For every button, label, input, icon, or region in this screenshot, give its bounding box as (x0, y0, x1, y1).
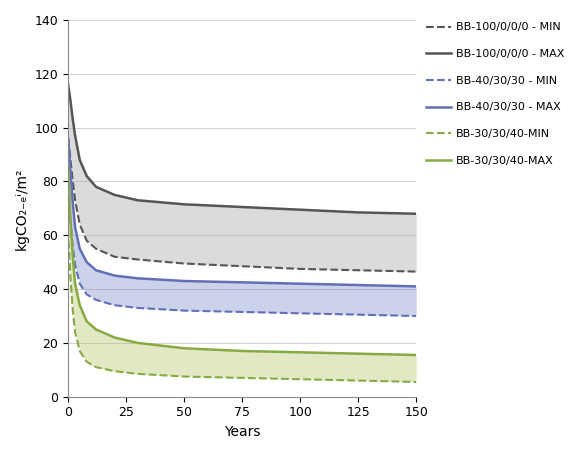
BB-100/0/0/0 - MIN (180, 261, 187, 266)
BB-100/0/0/0 - MAX (180, 202, 187, 207)
BB-40/30/30 - MIN (354, 312, 361, 317)
BB-30/30/40-MIN (72, 330, 79, 335)
BB-40/30/30 - MIN (69, 243, 77, 249)
BB-40/30/30 - MIN (65, 192, 72, 197)
BB-100/0/0/0 - MIN (413, 269, 420, 274)
X-axis label: Years: Years (224, 425, 260, 439)
Line: BB-40/30/30 - MIN: BB-40/30/30 - MIN (68, 195, 416, 316)
BB-30/30/40-MIN (354, 378, 361, 383)
BB-100/0/0/0 - MAX (354, 210, 361, 215)
BB-100/0/0/0 - MIN (65, 136, 72, 141)
BB-30/30/40-MIN (180, 374, 187, 379)
BB-100/0/0/0 - MAX (239, 204, 246, 210)
BB-30/30/40-MAX (180, 345, 187, 351)
BB-100/0/0/0 - MAX (69, 117, 77, 122)
BB-40/30/30 - MAX (69, 200, 77, 206)
BB-30/30/40-MIN (413, 379, 420, 385)
BB-100/0/0/0 - MAX (134, 197, 141, 203)
BB-30/30/40-MAX (239, 348, 246, 354)
BB-40/30/30 - MIN (413, 313, 420, 319)
BB-30/30/40-MIN (111, 369, 118, 374)
BB-100/0/0/0 - MIN (77, 222, 84, 227)
Line: BB-100/0/0/0 - MAX: BB-100/0/0/0 - MAX (68, 84, 416, 214)
BB-40/30/30 - MAX (72, 224, 79, 230)
BB-30/30/40-MIN (134, 371, 141, 376)
BB-30/30/40-MAX (72, 281, 79, 286)
BB-30/30/40-MIN (65, 227, 72, 232)
Legend: BB-100/0/0/0 - MIN, , BB-100/0/0/0 - MAX, , BB-40/30/30 - MIN, , BB-40/30/30 - M: BB-100/0/0/0 - MIN, , BB-100/0/0/0 - MAX… (422, 18, 569, 170)
BB-30/30/40-MIN (67, 276, 74, 281)
BB-30/30/40-MAX (297, 350, 304, 355)
Line: BB-40/30/30 - MAX: BB-40/30/30 - MAX (68, 138, 416, 286)
BB-30/30/40-MIN (69, 308, 77, 313)
BB-40/30/30 - MIN (77, 281, 84, 286)
BB-40/30/30 - MAX (413, 284, 420, 289)
BB-100/0/0/0 - MAX (72, 133, 79, 138)
BB-100/0/0/0 - MAX (83, 173, 90, 179)
Line: BB-30/30/40-MAX: BB-30/30/40-MAX (68, 165, 416, 355)
BB-40/30/30 - MAX (65, 136, 72, 141)
BB-100/0/0/0 - MIN (134, 257, 141, 262)
BB-100/0/0/0 - MAX (65, 82, 72, 87)
Y-axis label: kgCO₂₋ₑⁱ/m²: kgCO₂₋ₑⁱ/m² (15, 167, 29, 250)
BB-100/0/0/0 - MIN (69, 179, 77, 184)
BB-30/30/40-MIN (77, 348, 84, 354)
BB-40/30/30 - MIN (72, 262, 79, 267)
BB-30/30/40-MAX (354, 351, 361, 356)
BB-100/0/0/0 - MIN (111, 254, 118, 260)
Line: BB-30/30/40-MIN: BB-30/30/40-MIN (68, 230, 416, 382)
BB-100/0/0/0 - MAX (77, 157, 84, 163)
BB-30/30/40-MAX (92, 327, 99, 332)
BB-100/0/0/0 - MIN (239, 263, 246, 269)
BB-40/30/30 - MIN (239, 309, 246, 315)
BB-40/30/30 - MAX (354, 282, 361, 288)
BB-40/30/30 - MAX (239, 280, 246, 285)
BB-30/30/40-MIN (239, 375, 246, 380)
Line: BB-100/0/0/0 - MIN: BB-100/0/0/0 - MIN (68, 138, 416, 271)
BB-40/30/30 - MIN (297, 311, 304, 316)
BB-100/0/0/0 - MAX (297, 207, 304, 212)
BB-30/30/40-MAX (67, 217, 74, 222)
BB-100/0/0/0 - MAX (67, 98, 74, 104)
BB-100/0/0/0 - MAX (111, 192, 118, 197)
BB-30/30/40-MAX (134, 340, 141, 345)
BB-40/30/30 - MIN (111, 302, 118, 308)
BB-100/0/0/0 - MAX (92, 184, 99, 190)
BB-100/0/0/0 - MAX (413, 211, 420, 217)
BB-40/30/30 - MIN (67, 219, 74, 225)
BB-100/0/0/0 - MIN (297, 266, 304, 271)
BB-30/30/40-MAX (69, 254, 77, 260)
BB-30/30/40-MAX (111, 335, 118, 340)
BB-100/0/0/0 - MIN (67, 157, 74, 163)
BB-40/30/30 - MAX (77, 246, 84, 252)
BB-40/30/30 - MIN (83, 292, 90, 297)
BB-40/30/30 - MAX (111, 273, 118, 278)
BB-40/30/30 - MIN (92, 297, 99, 302)
BB-30/30/40-MAX (83, 319, 90, 324)
BB-100/0/0/0 - MIN (83, 238, 90, 243)
BB-30/30/40-MIN (297, 376, 304, 382)
BB-40/30/30 - MAX (67, 168, 74, 173)
BB-40/30/30 - MAX (297, 281, 304, 286)
BB-40/30/30 - MAX (92, 267, 99, 273)
BB-40/30/30 - MAX (134, 276, 141, 281)
BB-100/0/0/0 - MIN (72, 197, 79, 203)
BB-30/30/40-MAX (413, 352, 420, 358)
BB-100/0/0/0 - MIN (92, 246, 99, 252)
BB-40/30/30 - MAX (180, 278, 187, 284)
BB-40/30/30 - MAX (83, 259, 90, 265)
BB-30/30/40-MAX (65, 163, 72, 168)
BB-40/30/30 - MIN (134, 305, 141, 311)
BB-30/30/40-MIN (83, 359, 90, 365)
BB-100/0/0/0 - MIN (354, 267, 361, 273)
BB-30/30/40-MIN (92, 365, 99, 370)
BB-40/30/30 - MIN (180, 308, 187, 313)
BB-30/30/40-MAX (77, 302, 84, 308)
